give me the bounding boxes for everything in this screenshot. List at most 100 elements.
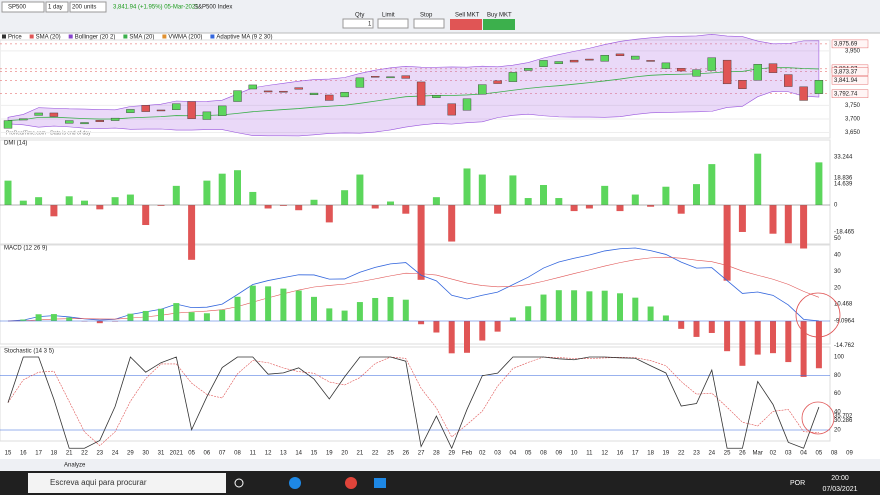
- x-tick-label: 14: [295, 451, 302, 457]
- candle: [19, 119, 27, 120]
- x-tick-label: 27: [418, 451, 425, 457]
- pane-axis-label: 50: [834, 236, 841, 242]
- dmi-bar: [800, 205, 807, 249]
- x-tick-label: 11: [586, 451, 593, 457]
- dmi-pane: [0, 140, 830, 244]
- limit-label: Limit: [382, 13, 395, 19]
- edge-icon[interactable]: [289, 477, 301, 489]
- limit-box[interactable]: [378, 19, 408, 28]
- x-tick-label: 13: [280, 451, 287, 457]
- macd-bar: [510, 317, 516, 321]
- macd-bar: [739, 321, 745, 366]
- dmi-bar: [356, 175, 363, 205]
- x-tick-label: 24: [112, 451, 119, 457]
- instrument: S&P500 Index: [194, 5, 232, 11]
- candle: [157, 110, 165, 111]
- dmi-bar: [96, 205, 103, 209]
- pane-axis-label: 30: [834, 269, 841, 275]
- dmi-bar: [112, 197, 119, 205]
- candle: [524, 68, 532, 70]
- macd-bar: [617, 293, 623, 321]
- qty-label: Qty: [355, 13, 364, 19]
- macd-bar: [173, 303, 179, 321]
- pane-axis-label: 33.244: [834, 154, 853, 160]
- pane-axis-label: -14.762: [834, 343, 855, 349]
- sell-button[interactable]: [450, 19, 482, 30]
- dmi-bar: [632, 195, 639, 205]
- pane-title: DMI (14): [4, 141, 27, 147]
- x-tick-label: 29: [127, 451, 134, 457]
- macd-bar: [694, 321, 700, 337]
- time: 20:00: [831, 475, 849, 482]
- x-tick-label: 07: [219, 451, 226, 457]
- mail-icon[interactable]: [374, 478, 386, 488]
- macd-bar: [189, 312, 195, 321]
- candle: [478, 85, 486, 95]
- macd-bar: [632, 298, 638, 321]
- dmi-bar: [662, 187, 669, 205]
- marker-label: 3,792.74: [834, 91, 858, 97]
- macd-bar: [342, 311, 348, 321]
- macd-bar: [479, 321, 485, 341]
- dmi-bar: [785, 205, 792, 243]
- x-tick-label: 08: [831, 451, 838, 457]
- dmi-bar: [525, 198, 532, 205]
- candle: [188, 102, 196, 119]
- macd-bar: [127, 314, 133, 321]
- x-tick-label: 05: [816, 451, 823, 457]
- x-tick-label: 21: [66, 451, 73, 457]
- pane-axis-label: 60: [834, 391, 841, 397]
- dmi-bar: [295, 205, 302, 210]
- x-tick-label: 08: [540, 451, 547, 457]
- macd-bar: [51, 314, 57, 321]
- dmi-bar: [647, 205, 654, 207]
- buy-label: Buy MKT: [487, 13, 512, 19]
- dmi-bar: [81, 201, 88, 205]
- lang: POR: [790, 480, 805, 487]
- macd-bar: [235, 297, 241, 321]
- dmi-bar: [754, 154, 761, 205]
- legend-swatch: [123, 35, 127, 39]
- x-tick-label: 20: [341, 451, 348, 457]
- macd-bar: [403, 300, 409, 321]
- pane-axis-label: 0: [834, 203, 838, 209]
- candle: [708, 58, 716, 71]
- x-tick-label: 18: [647, 451, 654, 457]
- candle: [540, 60, 548, 66]
- y-tick-label: 3,750: [845, 103, 861, 109]
- dmi-bar: [509, 175, 516, 205]
- dmi-bar: [142, 205, 149, 225]
- analyze[interactable]: Analyze: [64, 463, 86, 469]
- candle: [218, 106, 226, 116]
- macd-line: [8, 248, 819, 321]
- dmi-bar: [494, 205, 501, 214]
- x-tick-label: 04: [510, 451, 517, 457]
- x-tick-label: 03: [494, 451, 501, 457]
- x-tick-label: 10: [571, 451, 578, 457]
- macd-bar: [602, 291, 608, 321]
- x-tick-label: 28: [433, 451, 440, 457]
- chrome-icon[interactable]: [345, 477, 357, 489]
- x-tick-label: 02: [479, 451, 486, 457]
- marker-label: 3,841.94: [834, 78, 858, 84]
- stop-box[interactable]: [414, 19, 444, 28]
- candle: [509, 72, 517, 81]
- candle: [126, 109, 134, 112]
- x-tick-label: 19: [326, 451, 333, 457]
- dmi-bar: [265, 205, 272, 208]
- macd-bar: [280, 289, 286, 321]
- x-tick-label: 12: [265, 451, 272, 457]
- macd-bar: [143, 311, 149, 321]
- macd-bar: [36, 314, 42, 321]
- x-tick-label: 29: [448, 451, 455, 457]
- bottom-bar: [0, 459, 880, 471]
- buy-button[interactable]: [483, 19, 515, 30]
- macd-bar: [541, 295, 547, 321]
- quote: 3,841.94 (+1.95%) 05-Mar-2021: [113, 5, 199, 11]
- candle: [647, 60, 655, 61]
- candle: [295, 88, 303, 90]
- macd-bar: [158, 309, 164, 321]
- candle: [601, 55, 609, 61]
- dmi-bar: [555, 198, 562, 205]
